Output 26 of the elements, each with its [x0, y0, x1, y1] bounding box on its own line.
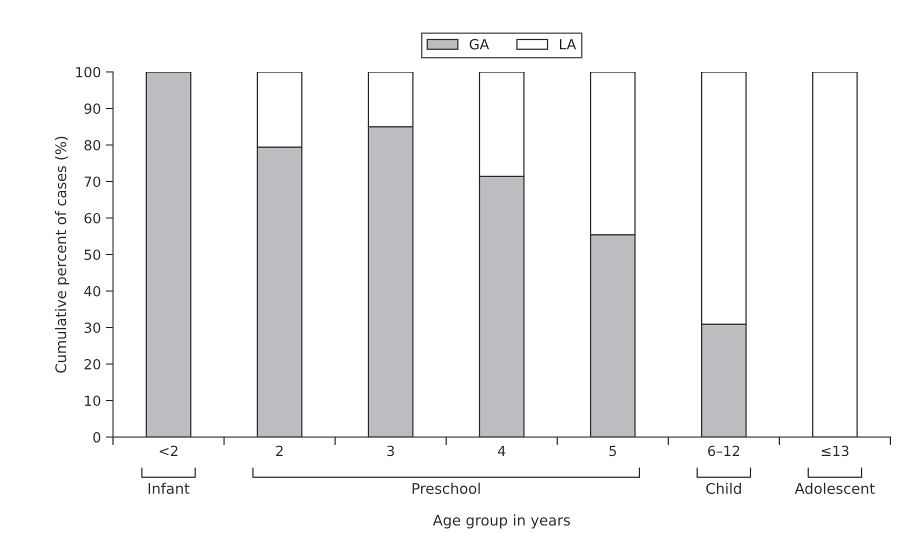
y-axis-title: Cumulative percent of cases (%) — [55, 136, 70, 373]
y-tick-label: 30 — [84, 322, 100, 334]
y-tick-label: 0 — [93, 432, 100, 443]
y-tick-label: 10 — [85, 396, 100, 406]
x-tick-label: 2 — [276, 446, 283, 456]
legend-label: LA — [560, 39, 576, 50]
y-tick-label: 90 — [84, 103, 100, 114]
text: Adolescent — [794, 482, 875, 494]
x-axis-title: Age group in years — [432, 514, 570, 529]
text: Infant — [148, 482, 190, 494]
text: Preschool — [412, 482, 480, 494]
x-tick-label: <2 — [160, 446, 178, 456]
y-tick-label: 60 — [84, 212, 100, 224]
y-tick-label: 50 — [84, 249, 100, 260]
y-tick-label: 80 — [84, 140, 100, 150]
y-tick-label: 40 — [84, 286, 100, 296]
legend-label: GA — [470, 38, 490, 50]
x-tick-label: 5 — [609, 446, 616, 456]
y-tick-label: 100 — [76, 66, 100, 78]
x-tick-label: 6–12 — [708, 446, 740, 456]
x-tick-label: ≤13 — [822, 446, 848, 456]
y-tick-label: 20 — [84, 359, 100, 370]
x-tick-label: 4 — [498, 446, 506, 456]
text: Child — [706, 482, 741, 494]
x-tick-label: 3 — [387, 446, 394, 456]
y-tick-label: 70 — [84, 176, 100, 187]
